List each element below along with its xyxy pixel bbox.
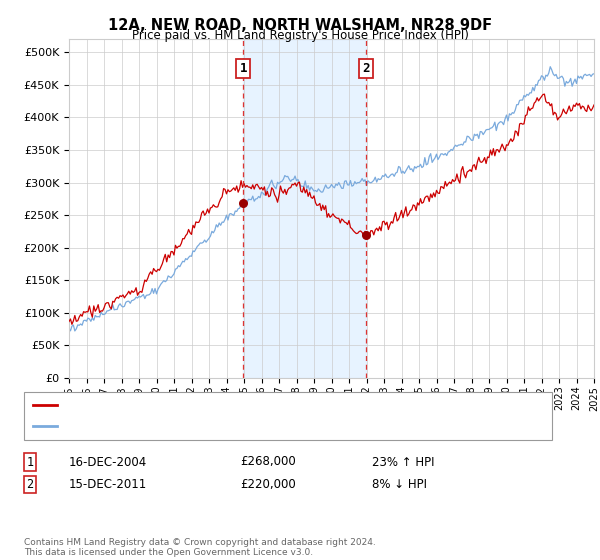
- Text: 1: 1: [239, 62, 247, 75]
- Text: Price paid vs. HM Land Registry's House Price Index (HPI): Price paid vs. HM Land Registry's House …: [131, 29, 469, 42]
- Text: 12A, NEW ROAD, NORTH WALSHAM, NR28 9DF (detached house): 12A, NEW ROAD, NORTH WALSHAM, NR28 9DF (…: [61, 400, 399, 410]
- Text: £268,000: £268,000: [240, 455, 296, 469]
- Text: Contains HM Land Registry data © Crown copyright and database right 2024.
This d: Contains HM Land Registry data © Crown c…: [24, 538, 376, 557]
- Text: 15-DEC-2011: 15-DEC-2011: [69, 478, 147, 491]
- Text: £220,000: £220,000: [240, 478, 296, 491]
- Text: 2: 2: [26, 478, 34, 491]
- Bar: [244, 39, 366, 378]
- Point: [239, 199, 248, 208]
- Text: 16-DEC-2004: 16-DEC-2004: [69, 455, 147, 469]
- Text: 2: 2: [362, 62, 370, 75]
- Text: 12A, NEW ROAD, NORTH WALSHAM, NR28 9DF: 12A, NEW ROAD, NORTH WALSHAM, NR28 9DF: [108, 18, 492, 33]
- Text: HPI: Average price, detached house, North Norfolk: HPI: Average price, detached house, Nort…: [61, 421, 325, 431]
- Text: 1: 1: [26, 455, 34, 469]
- Point: [361, 230, 371, 239]
- Text: 8% ↓ HPI: 8% ↓ HPI: [372, 478, 427, 491]
- Text: 23% ↑ HPI: 23% ↑ HPI: [372, 455, 434, 469]
